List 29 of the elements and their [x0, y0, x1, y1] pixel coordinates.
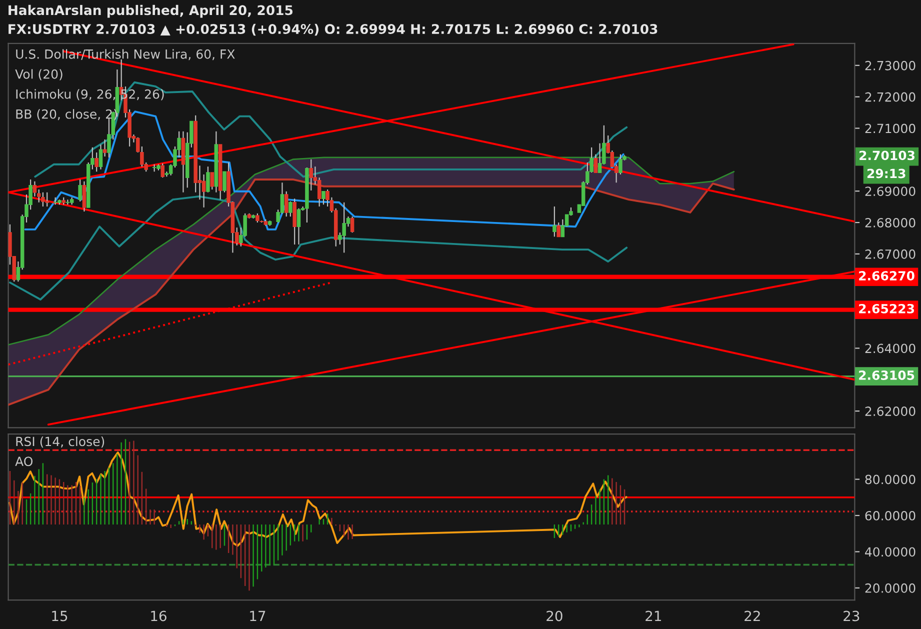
ref-line-label: 2.66270: [859, 271, 914, 281]
y-tick-label: 2.72000: [865, 92, 916, 102]
y-tick-label: 2.69000: [865, 186, 916, 196]
y-tick-label: 60.0000: [865, 510, 916, 520]
y-tick-label: 2.64000: [865, 344, 916, 354]
ref-line-label: 2.63105: [859, 370, 914, 380]
y-tick-label: 2.62000: [865, 406, 916, 416]
y-tick-label: 2.68000: [865, 218, 916, 228]
text: HakanArslan published, April 20, 2015: [8, 4, 293, 18]
y-tick-label: 2.73000: [865, 60, 916, 70]
text: FX:USDTRY 2.70103 ▲ +0.02513 (+0.94%) O: 2.69994 H: 2.70175 L: 2.69960 C: 2.70103: [8, 24, 658, 36]
y-tick-label: 2.71000: [865, 124, 916, 134]
ref-line-label: 2.65223: [859, 304, 914, 314]
y-tick-label: 80.0000: [865, 474, 916, 484]
x-tick-label: 21: [646, 610, 661, 622]
text: 29:13: [867, 168, 906, 178]
annotation: AO: [15, 456, 33, 466]
text: 2.70103: [860, 150, 914, 160]
y-tick-label: 2.67000: [865, 249, 916, 259]
x-tick-label: 17: [250, 610, 266, 622]
y-tick-label: 20.0000: [865, 583, 916, 593]
y-tick-label: 40.0000: [865, 547, 916, 557]
x-tick-label: 20: [546, 610, 562, 622]
x-tick-label: 16: [151, 610, 166, 622]
x-tick-label: 23: [844, 610, 860, 622]
annotation: Vol (20): [15, 69, 62, 80]
x-tick-label: 22: [744, 610, 760, 622]
annotation: RSI (14, close): [16, 436, 104, 448]
x-tick-label: 15: [52, 610, 68, 622]
